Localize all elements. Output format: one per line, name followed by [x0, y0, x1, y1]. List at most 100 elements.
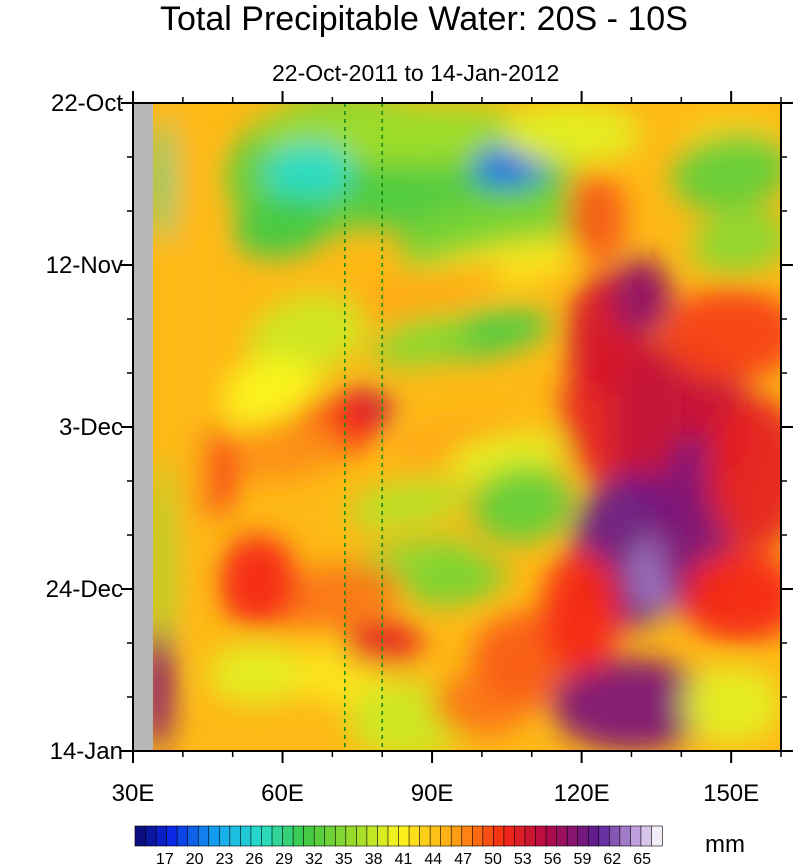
colorbar-box — [493, 825, 505, 847]
colorbar-box — [261, 825, 273, 847]
colorbar-label: 41 — [395, 851, 413, 867]
y-tick-label: 22-Oct — [51, 90, 123, 117]
y-tick-label: 24-Dec — [46, 576, 123, 603]
colorbar-box — [271, 825, 284, 847]
colorbar-label: 65 — [633, 851, 651, 867]
colorbar-box — [197, 825, 210, 847]
field-patch — [248, 293, 366, 376]
precipitable-water-field — [133, 103, 781, 751]
colorbar-label: 20 — [186, 851, 204, 867]
colorbar-units: mm — [705, 831, 745, 858]
field-patch — [373, 317, 472, 368]
colorbar-box — [514, 825, 526, 847]
field-patch — [152, 457, 173, 674]
field-patch — [681, 666, 781, 744]
colorbar-box — [229, 825, 242, 847]
colorbar-label: 59 — [574, 851, 592, 867]
axes: 30E 60E 90E 120E 150E 22-Oct 12-Nov 3-Dec 24-Dec… — [46, 90, 793, 807]
colorbar-box — [313, 825, 326, 847]
colorbar-box — [282, 825, 294, 847]
chart-subtitle: 22-Oct-2011 to 14-Jan-2012 — [272, 60, 560, 86]
colorbar-box — [608, 825, 621, 847]
colorbar-box — [630, 825, 642, 847]
colorbar-label: 56 — [544, 851, 562, 867]
colorbar-box — [240, 825, 252, 847]
colorbar-box — [566, 825, 579, 847]
colorbar-box — [345, 825, 357, 847]
x-tick-label: 150E — [703, 780, 759, 807]
field-patch — [167, 103, 208, 643]
colorbar-box — [450, 825, 463, 847]
field-patch — [223, 418, 342, 483]
colorbar-box — [640, 825, 653, 847]
colorbar-box — [324, 825, 336, 847]
colorbar-box — [587, 825, 600, 847]
colorbar-box — [303, 825, 315, 847]
field-patch — [263, 563, 402, 630]
colorbar-label: 38 — [365, 851, 383, 867]
colorbar-box — [440, 825, 452, 847]
x-tick-label: 90E — [411, 780, 454, 807]
colorbar-box — [208, 825, 220, 847]
y-tick-label: 14-Jan — [50, 738, 123, 765]
colorbar-box — [577, 825, 589, 847]
field-patch — [472, 465, 572, 544]
colorbar-label: 23 — [216, 851, 234, 867]
x-tick-label: 30E — [112, 780, 155, 807]
field-patch — [566, 172, 627, 265]
colorbar-box — [619, 825, 631, 847]
colorbar-box — [134, 825, 147, 847]
field-patch — [348, 479, 467, 530]
colorbar-box — [651, 825, 663, 847]
field-patch — [207, 643, 308, 705]
colorbar-box — [598, 825, 610, 847]
colorbar-box — [545, 825, 558, 847]
colorbar-box — [292, 825, 305, 847]
colorbar-label: 32 — [305, 851, 323, 867]
colorbar-label: 35 — [335, 851, 353, 867]
colorbar-box — [166, 825, 178, 847]
field-patch — [501, 103, 642, 165]
colorbar-box — [556, 825, 568, 847]
colorbar-box — [250, 825, 263, 847]
colorbar-box — [334, 825, 347, 847]
chart-title: Total Precipitable Water: 20S - 10S — [160, 0, 688, 38]
colorbar-label: 26 — [245, 851, 263, 867]
colorbar-box — [219, 825, 231, 847]
colorbar-box — [524, 825, 537, 847]
colorbar: 17 20 23 26 29 32 35 38 41 44 47 50 53 56 59 62 65 — [134, 825, 663, 867]
colorbar-label: 44 — [424, 851, 442, 867]
colorbar-box — [408, 825, 421, 847]
colorbar-box — [482, 825, 494, 847]
field-patch — [541, 550, 622, 674]
colorbar-label: 29 — [275, 851, 293, 867]
colorbar-label: 17 — [156, 851, 174, 867]
colorbar-box — [176, 825, 189, 847]
colorbar-box — [419, 825, 431, 847]
colorbar-box — [461, 825, 473, 847]
colorbar-label: 62 — [603, 851, 621, 867]
colorbar-label: 47 — [454, 851, 472, 867]
colorbar-box — [356, 825, 368, 847]
colorbar-box — [155, 825, 168, 847]
colorbar-box — [387, 825, 400, 847]
reference-lines — [344, 103, 384, 751]
missing-data-strip — [133, 103, 153, 751]
field-patch — [262, 141, 353, 204]
colorbar-label: 53 — [514, 851, 532, 867]
field-patch — [691, 210, 781, 274]
field-patch — [611, 257, 672, 335]
colorbar-box — [377, 825, 389, 847]
colorbar-box — [187, 825, 199, 847]
colorbar-box — [145, 825, 157, 847]
field-patch — [671, 133, 781, 212]
field-patch — [681, 550, 781, 643]
field-patch — [661, 288, 781, 381]
x-tick-label: 120E — [554, 780, 610, 807]
field-patch — [233, 194, 332, 259]
field-patch — [551, 658, 712, 751]
colorbar-label: 50 — [484, 851, 502, 867]
colorbar-box — [366, 825, 379, 847]
x-tick-label: 60E — [261, 780, 304, 807]
